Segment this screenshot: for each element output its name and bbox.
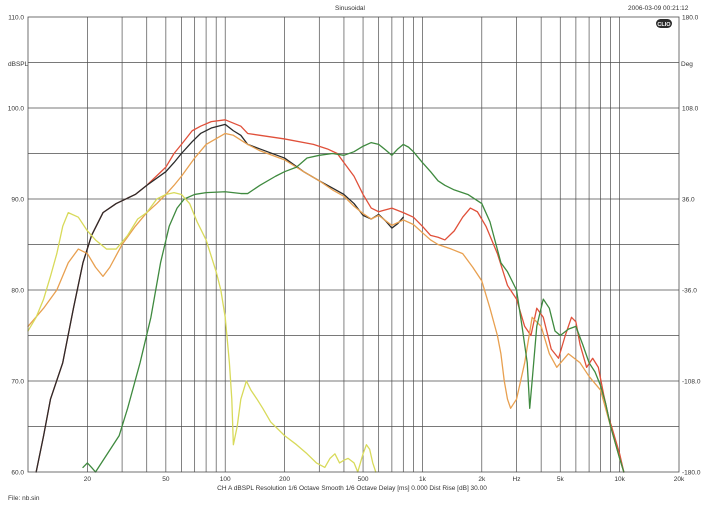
y2-tick-label: -180.0: [682, 470, 701, 477]
x-tick-label: Hz: [513, 476, 521, 483]
clio-logo: CLIO: [656, 19, 672, 28]
series-line-orange: [27, 132, 625, 473]
series-line-black: [35, 123, 404, 473]
x-tick-label: 100: [220, 476, 231, 483]
y-axis-label: dBSPL: [8, 61, 29, 68]
plot-frame: [27, 16, 680, 473]
chart-title: Sinusoidal: [335, 5, 366, 12]
series-group: [27, 119, 625, 473]
y2-axis-label: Deg: [681, 61, 693, 68]
y2-axis-ticks: -180.0 -108.0 -36.0 36.0 108.0 180.0: [682, 15, 701, 477]
series-line-red: [35, 119, 625, 473]
x-axis-ticks: 20 50 100 200 500 1k 2k Hz 5k 10k 20k: [84, 476, 685, 483]
x-tick-label: 20: [84, 476, 92, 483]
x-tick-label: 500: [358, 476, 369, 483]
y2-tick-label: 36.0: [682, 197, 695, 204]
clio-logo-text: CLIO: [657, 22, 671, 28]
series-line-green: [82, 141, 625, 473]
x-tick-label: 2k: [478, 476, 486, 483]
y2-tick-label: -108.0: [682, 379, 701, 386]
x-tick-label: 50: [162, 476, 170, 483]
x-tick-label: 1k: [419, 476, 427, 483]
file-label: File: nb.sin: [8, 495, 40, 502]
x-tick-label: 20k: [674, 476, 685, 483]
y-tick-label: 100.0: [8, 106, 25, 113]
y-tick-label: 80.0: [11, 288, 24, 295]
x-tick-label: 200: [279, 476, 290, 483]
y-tick-label: 60.0: [11, 470, 24, 477]
y-tick-label: 110.0: [8, 15, 24, 22]
y-tick-label: 70.0: [11, 379, 24, 386]
y2-tick-label: 108.0: [682, 106, 699, 113]
y-tick-label: 90.0: [11, 197, 24, 204]
grid: [28, 17, 679, 472]
x-tick-label: 10k: [614, 476, 625, 483]
y2-tick-label: 180.0: [682, 15, 699, 22]
chart-timestamp: 2006-03-09 00:21:12: [628, 5, 689, 12]
footer-info: CH A dBSPL Resolution 1/6 Octave Smooth …: [217, 485, 487, 492]
y2-tick-label: -36.0: [682, 288, 697, 295]
y-axis-ticks: 60.0 70.0 80.0 90.0 100.0 110.0: [8, 15, 25, 477]
x-tick-label: 5k: [557, 476, 565, 483]
series-line-yellow: [27, 191, 377, 473]
